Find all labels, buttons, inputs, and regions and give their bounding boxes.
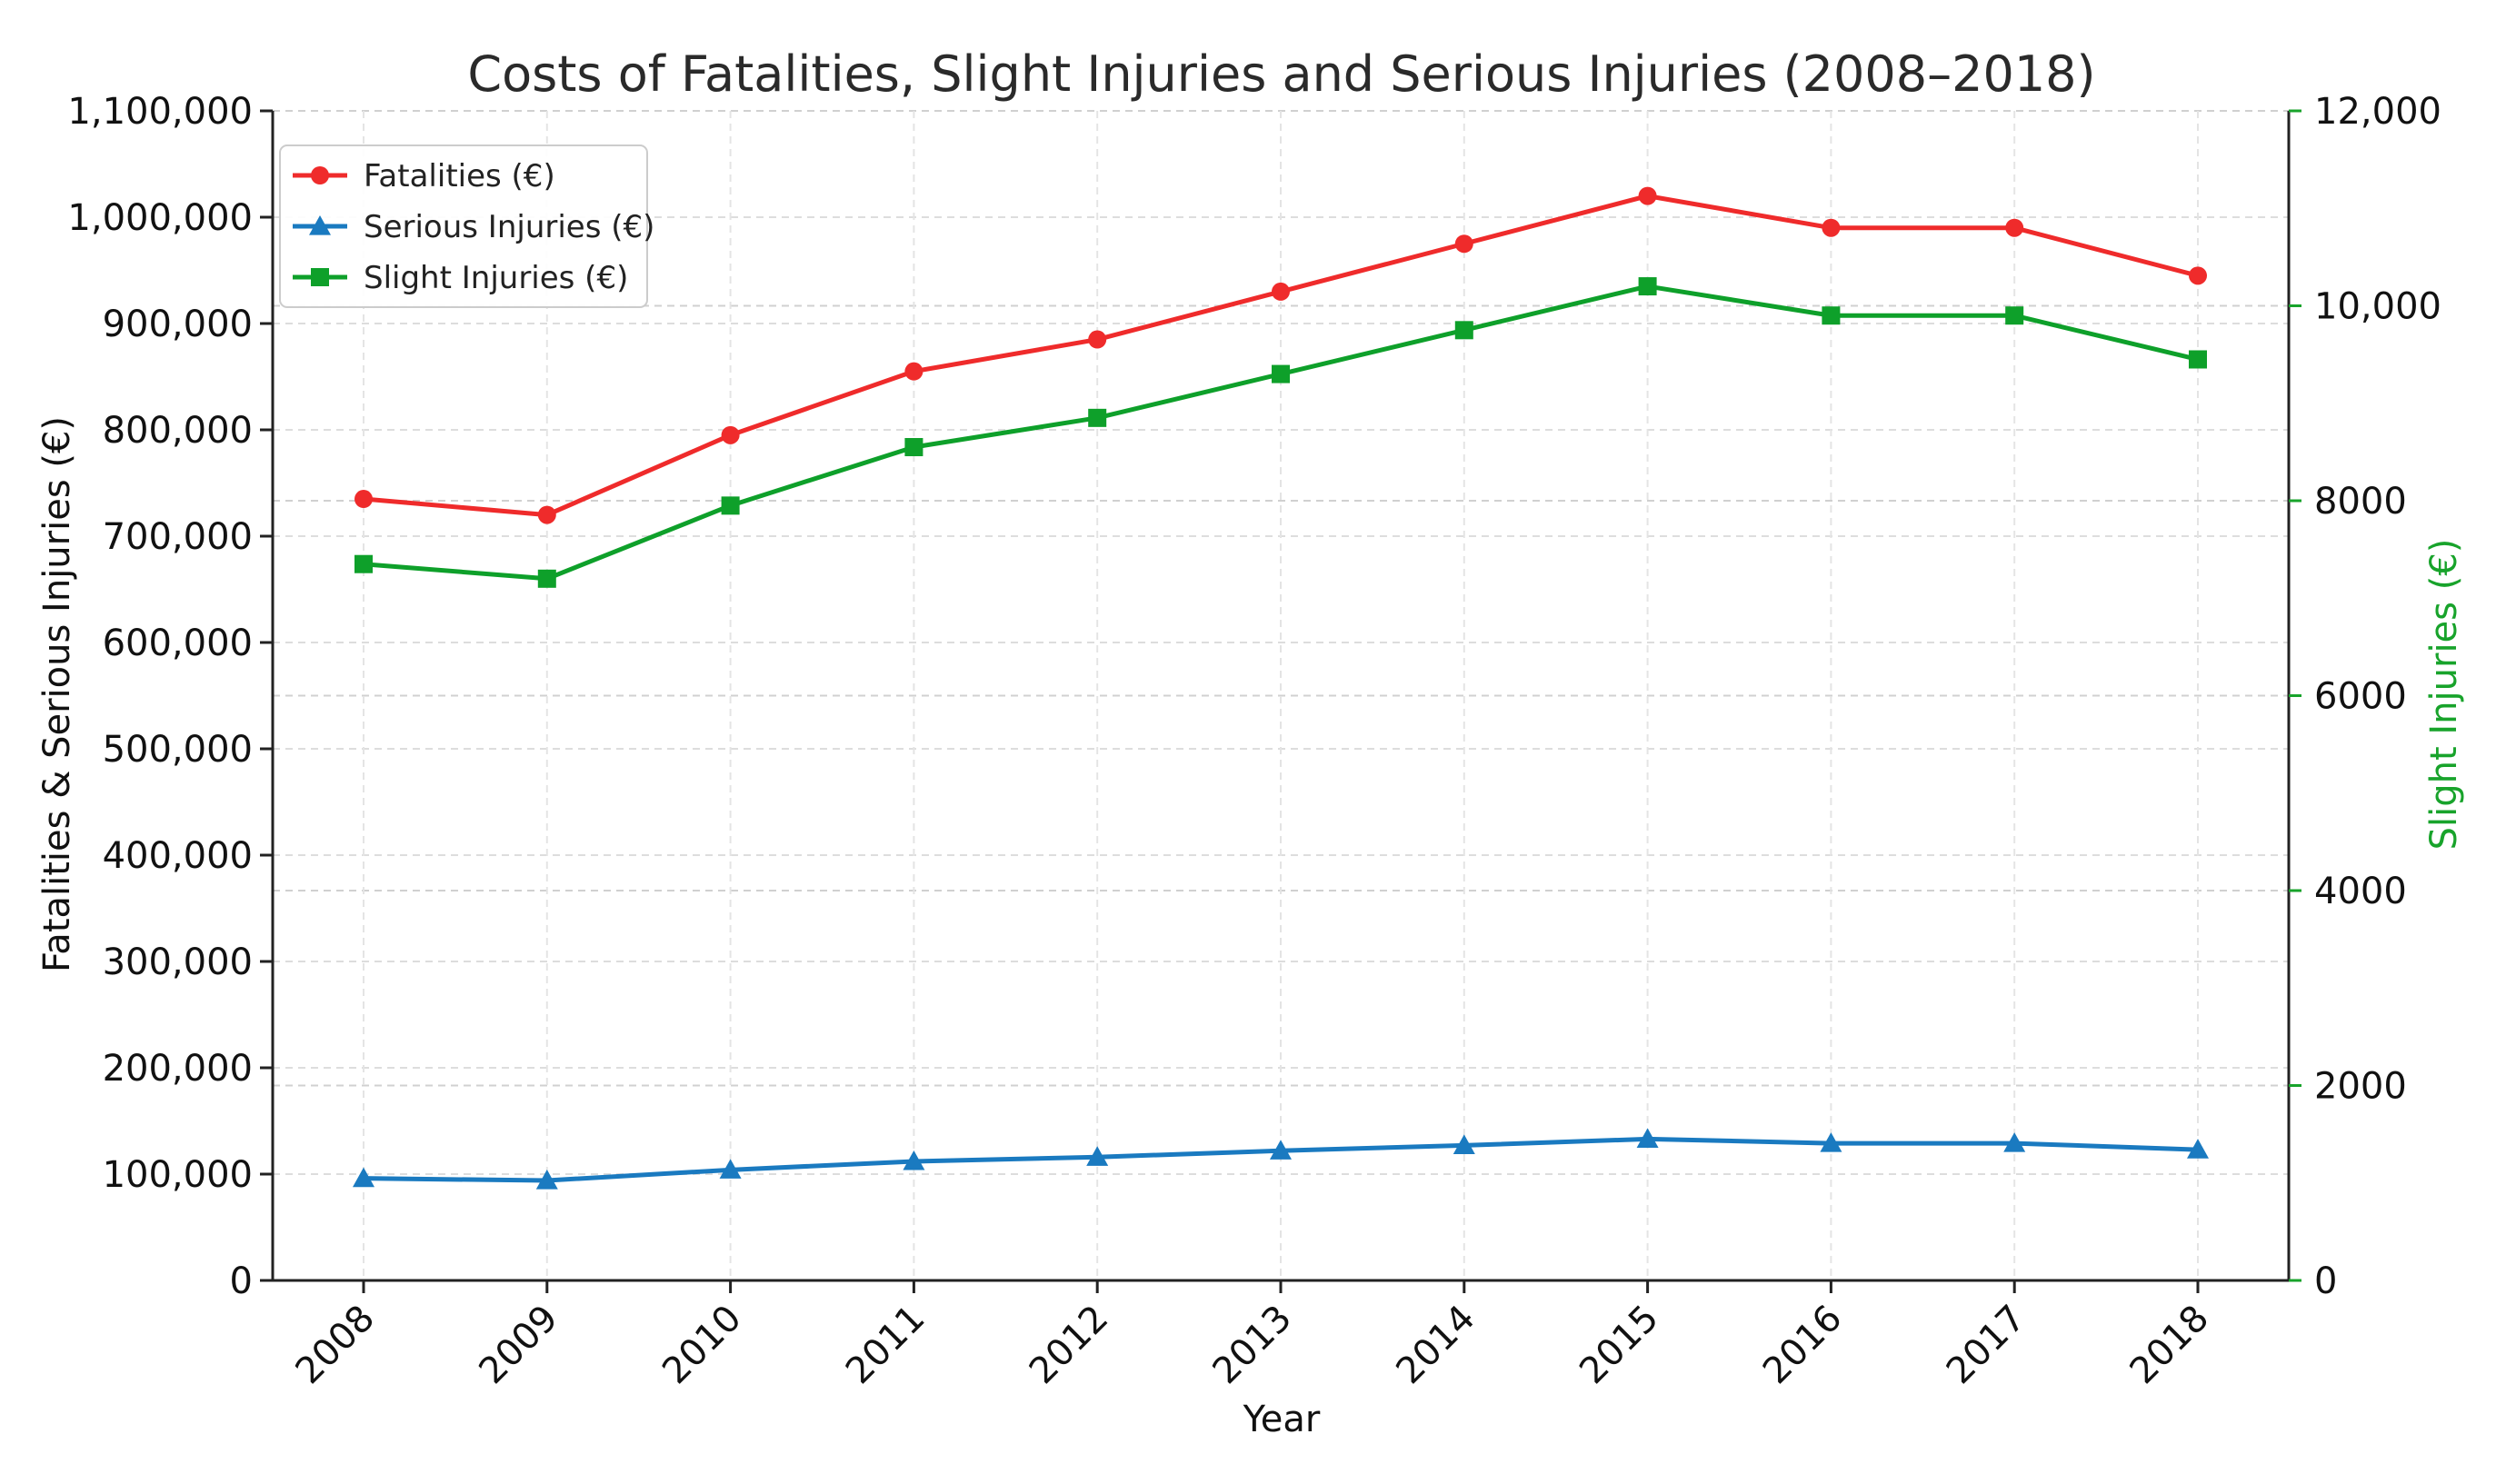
- data-point: [1638, 277, 1657, 296]
- series-serious: [353, 1128, 2209, 1190]
- y-right-tick-label: 4000: [2314, 871, 2407, 912]
- data-point: [904, 438, 924, 457]
- data-point: [1270, 1140, 1292, 1160]
- y-right-tick-label: 10,000: [2314, 286, 2441, 328]
- data-point: [903, 1150, 925, 1170]
- y-left-tick-label: 100,000: [103, 1154, 253, 1196]
- y-left-tick-label: 300,000: [103, 941, 253, 983]
- x-axis-title: Year: [1243, 1399, 1321, 1440]
- data-point: [1088, 408, 1107, 427]
- data-point: [2187, 1139, 2209, 1159]
- data-point: [904, 362, 924, 381]
- y-left-tick-label: 400,000: [103, 835, 253, 877]
- data-point: [2189, 350, 2207, 369]
- data-point: [1820, 1132, 1842, 1152]
- data-point: [2005, 218, 2024, 237]
- data-point: [1454, 234, 1473, 254]
- data-point: [1088, 330, 1107, 349]
- data-point: [309, 215, 331, 235]
- y-left-tick-label: 800,000: [103, 410, 253, 452]
- data-point: [535, 1170, 558, 1190]
- legend-box: [279, 144, 648, 308]
- data-point: [2003, 1132, 2026, 1152]
- data-point: [1272, 364, 1290, 383]
- legend-item: Slight Injuries (€): [293, 260, 628, 296]
- y-left-tick-label: 1,000,000: [67, 197, 253, 239]
- y-axis-left-title: Fatalities & Serious Injuries (€): [36, 416, 78, 972]
- y-axis-right-title: Slight Injuries (€): [2423, 539, 2465, 851]
- y-left-tick-label: 700,000: [103, 516, 253, 558]
- data-point: [354, 490, 373, 509]
- data-point: [353, 1167, 374, 1188]
- data-point: [1638, 186, 1657, 205]
- data-point: [1086, 1146, 1109, 1166]
- series-fatalities: [354, 186, 2207, 524]
- y-left-tick-label: 900,000: [103, 304, 253, 345]
- chart-title: Costs of Fatalities, Slight Injuries and…: [467, 45, 2095, 103]
- y-left-tick-label: 500,000: [103, 729, 253, 771]
- legend-item: Serious Injuries (€): [293, 209, 654, 245]
- data-point: [1453, 1134, 1475, 1155]
- legend-label: Slight Injuries (€): [364, 260, 628, 296]
- legend-item: Fatalities (€): [293, 158, 555, 194]
- series-layer: [353, 186, 2209, 1190]
- y-right-tick-label: 12,000: [2314, 91, 2441, 133]
- data-point: [537, 569, 556, 588]
- data-point: [1822, 306, 1841, 325]
- data-point: [311, 268, 329, 286]
- data-point: [354, 554, 373, 573]
- y-right-tick-label: 2000: [2314, 1066, 2407, 1108]
- legend-label: Serious Injuries (€): [364, 209, 654, 245]
- data-point: [2189, 266, 2207, 285]
- data-point: [537, 505, 556, 524]
- series-slight: [354, 277, 2207, 588]
- y-left-tick-label: 0: [230, 1260, 253, 1302]
- data-point: [1636, 1128, 1659, 1148]
- y-left-tick-label: 600,000: [103, 622, 253, 664]
- legend: Fatalities (€) Serious Injuries (€) Slight…: [279, 144, 654, 308]
- y-right-tick-label: 6000: [2314, 676, 2407, 718]
- data-point: [721, 496, 740, 515]
- data-point: [1822, 218, 1841, 237]
- y-left-tick-label: 1,100,000: [67, 91, 253, 133]
- y-right-tick-label: 8000: [2314, 481, 2407, 523]
- y-right-tick-label: 0: [2314, 1260, 2337, 1302]
- legend-label: Fatalities (€): [364, 158, 555, 194]
- data-point: [2005, 306, 2024, 325]
- data-point: [311, 166, 329, 184]
- data-point: [1454, 321, 1473, 340]
- data-point: [721, 425, 740, 444]
- y-left-tick-label: 200,000: [103, 1048, 253, 1090]
- grid-layer: [273, 110, 2289, 1281]
- data-point: [1272, 282, 1290, 301]
- data-point: [719, 1159, 742, 1179]
